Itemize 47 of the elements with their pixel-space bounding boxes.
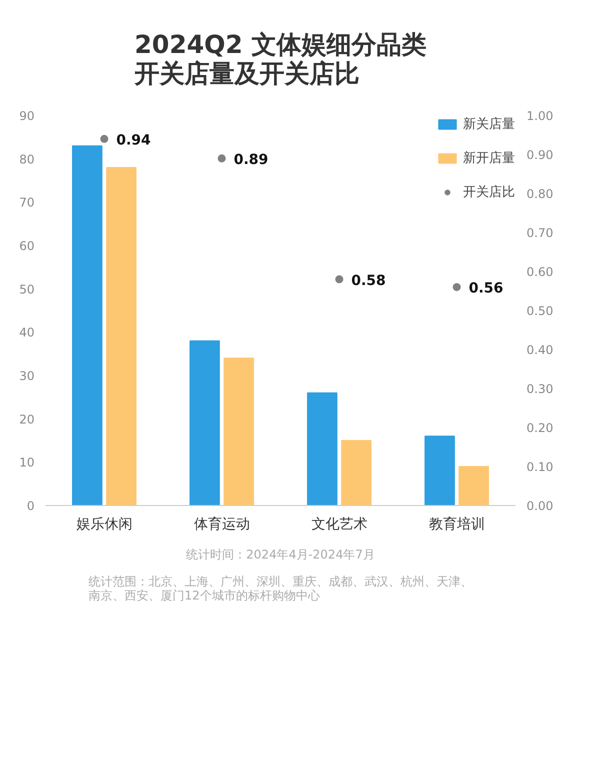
legend-label: 新关店量 [463,116,515,133]
point [452,283,461,292]
y-tick-label: 20 [19,412,35,426]
x-tick-label: 娱乐休闲 [76,516,132,532]
chart-title: 2024Q2 文体娱细分品类开关店量及开关店比 [134,30,426,88]
y2-tick-label: 0.30 [526,382,554,396]
data-label: 0.56 [468,280,504,297]
legend-label: 开关店比 [463,184,515,201]
y2-tick-label: 0.50 [526,304,554,318]
point [218,154,226,162]
bar [458,466,489,506]
y2-tick-label: 0.20 [526,421,554,435]
y2-tick-label: 0.80 [526,187,554,201]
point [100,134,108,143]
data-label: 0.94 [116,132,152,148]
y-tick-label: 40 [19,326,35,340]
y-tick-label: 80 [19,152,35,166]
text: 统计范围：北京、上海、广州、深圳、重庆、成都、武汉、杭州、天津、南京、西安、厦门12个城市的标杆购物中心 [88,574,472,602]
y2-tick-label: 0.00 [526,499,554,513]
point [335,275,344,284]
y2-tick-label: 0.70 [526,226,554,240]
y-tick-label: 60 [19,239,35,253]
data-label: 0.58 [351,272,386,289]
y2-tick-label: 0.60 [526,265,554,279]
bar [307,392,338,506]
bar [106,167,136,506]
y-tick-label: 30 [19,369,35,383]
y-tick-label: 70 [19,196,35,210]
y2-tick-label: 0.40 [526,343,554,357]
y-tick-label: 90 [19,109,35,123]
text: 统计时间：2024年4月-2024年7月 [186,548,375,562]
y-tick-label: 10 [19,456,35,470]
y-tick-label: 0 [26,499,35,513]
data-label: 0.89 [234,152,268,168]
legend-label: 新开店量 [463,150,515,167]
bar [224,358,254,506]
y2-tick-label: 0.90 [526,148,554,162]
y-tick-label: 50 [19,282,35,296]
x-tick-label: 文化艺术 [311,516,368,532]
bar [341,440,372,506]
y2-tick-label: 0.10 [526,460,554,474]
bar [190,340,220,506]
x-tick-label: 教育培训 [428,516,485,532]
bar [72,145,102,506]
bar [424,436,455,506]
y2-tick-label: 1.00 [526,109,554,123]
x-tick-label: 体育运动 [194,516,250,532]
